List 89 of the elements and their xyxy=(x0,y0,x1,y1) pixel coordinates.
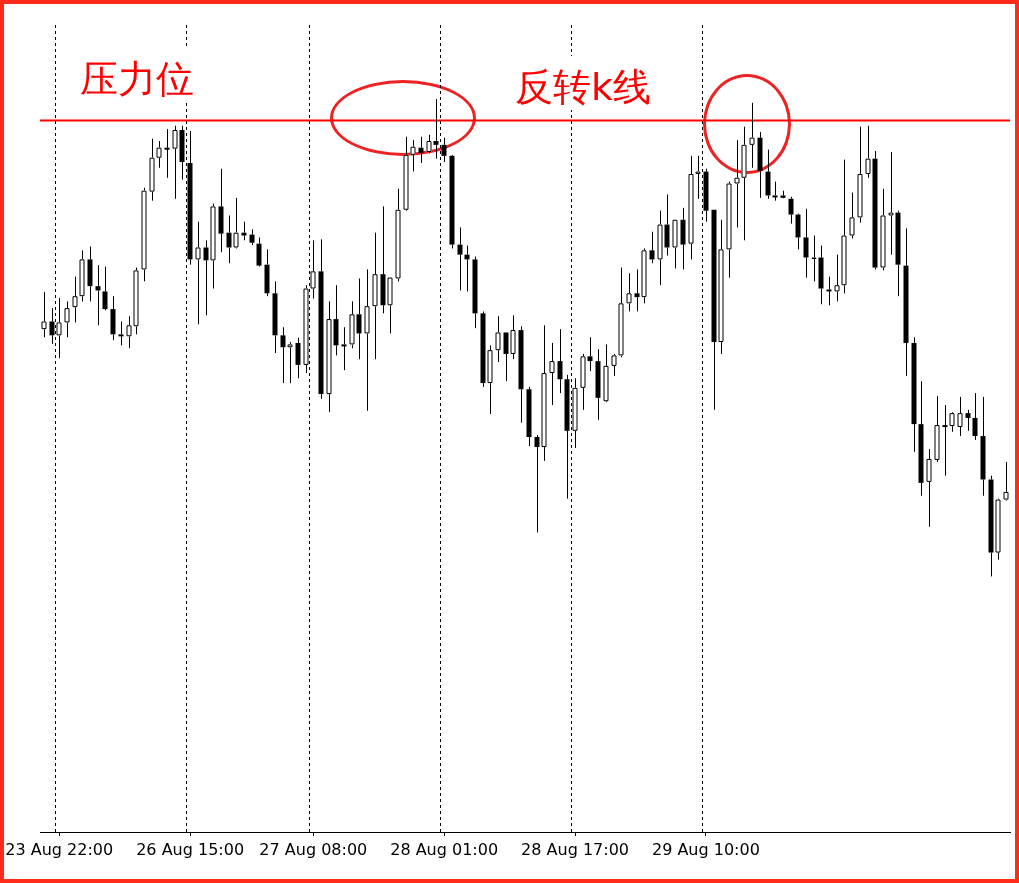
candlestick xyxy=(672,219,678,269)
candlestick xyxy=(726,181,732,279)
candlestick xyxy=(549,342,555,406)
candlestick xyxy=(834,254,840,302)
candlestick xyxy=(172,125,178,200)
candlestick xyxy=(580,353,586,411)
candlestick xyxy=(79,249,85,302)
candlestick xyxy=(110,295,116,341)
candlestick xyxy=(664,193,670,257)
candlestick xyxy=(803,208,809,279)
x-tick-label: 26 Aug 15:00 xyxy=(136,839,245,859)
candlestick xyxy=(356,278,362,360)
candlestick xyxy=(888,151,894,256)
candlestick xyxy=(341,326,347,371)
x-tick-label: 27 Aug 08:00 xyxy=(259,839,368,859)
candlestick xyxy=(333,284,339,356)
candlestick xyxy=(164,128,170,179)
candlestick xyxy=(1003,461,1009,500)
candlestick xyxy=(872,150,878,270)
candlestick xyxy=(64,300,70,338)
x-tick-label: 28 Aug 01:00 xyxy=(390,839,499,859)
annotation: 反转k线 xyxy=(515,65,652,109)
candlestick xyxy=(657,210,663,286)
x-tick-label: 29 Aug 10:00 xyxy=(651,839,760,859)
candlestick xyxy=(102,266,108,310)
candlestick xyxy=(788,196,794,225)
candlestick xyxy=(472,256,478,329)
candlestick xyxy=(857,126,863,224)
candlestick xyxy=(849,192,855,239)
candlestick xyxy=(141,187,147,282)
candlestick xyxy=(518,325,524,424)
candlestick xyxy=(326,300,332,413)
candlestick xyxy=(410,139,416,173)
candlestick xyxy=(680,207,686,270)
candlestick xyxy=(757,131,763,199)
candlestick xyxy=(249,228,255,246)
candlestick xyxy=(765,149,771,200)
candlestick xyxy=(256,236,262,266)
candlestick xyxy=(318,238,324,400)
x-tick-label: 28 Aug 17:00 xyxy=(521,839,629,859)
candlestick xyxy=(749,102,755,169)
candlestick xyxy=(364,268,370,412)
candlestick xyxy=(649,231,655,264)
candlestick xyxy=(72,276,78,323)
ref-line-label: 压力位 xyxy=(80,57,194,102)
candlestick xyxy=(264,248,270,297)
candlestick xyxy=(818,245,824,305)
candlestick xyxy=(557,328,563,394)
candlestick xyxy=(195,221,201,325)
candlestick xyxy=(272,280,278,354)
candlestick xyxy=(880,188,886,271)
candlestick xyxy=(603,343,609,402)
candlestick xyxy=(457,226,463,291)
candlestick xyxy=(149,138,155,202)
candlestick xyxy=(918,380,924,497)
candlestick xyxy=(734,139,740,228)
candlestick xyxy=(772,181,778,202)
candlestick xyxy=(95,264,101,326)
candlestick xyxy=(495,315,501,363)
candlestick xyxy=(688,155,694,260)
candlestick xyxy=(911,336,917,453)
candlestick xyxy=(626,272,632,312)
candlestick xyxy=(903,227,909,377)
x-tick-label: 23 Aug 22:00 xyxy=(5,839,114,859)
candlestick xyxy=(965,409,971,432)
candlestick xyxy=(841,159,847,294)
candlestick xyxy=(526,386,532,447)
candlestick xyxy=(587,336,593,372)
candlestick xyxy=(811,235,817,282)
candlestick xyxy=(795,214,801,250)
candlestick xyxy=(895,210,901,297)
candlestick xyxy=(980,396,986,497)
candlestick xyxy=(865,125,871,179)
candlestick xyxy=(295,337,301,379)
candlestick xyxy=(741,126,747,241)
candlestick xyxy=(349,300,355,349)
candlestick xyxy=(41,291,47,338)
candlestick xyxy=(972,392,978,441)
candlestick xyxy=(372,232,378,360)
candlestick xyxy=(595,348,601,421)
candlestick xyxy=(87,246,93,302)
candlestick xyxy=(118,320,124,346)
candlestick xyxy=(418,136,424,164)
candlestick xyxy=(156,140,162,169)
candlestick xyxy=(403,136,409,210)
candlestick xyxy=(218,168,224,253)
candlestick xyxy=(395,188,401,282)
candlestick xyxy=(241,221,247,241)
candlestick xyxy=(826,276,832,306)
